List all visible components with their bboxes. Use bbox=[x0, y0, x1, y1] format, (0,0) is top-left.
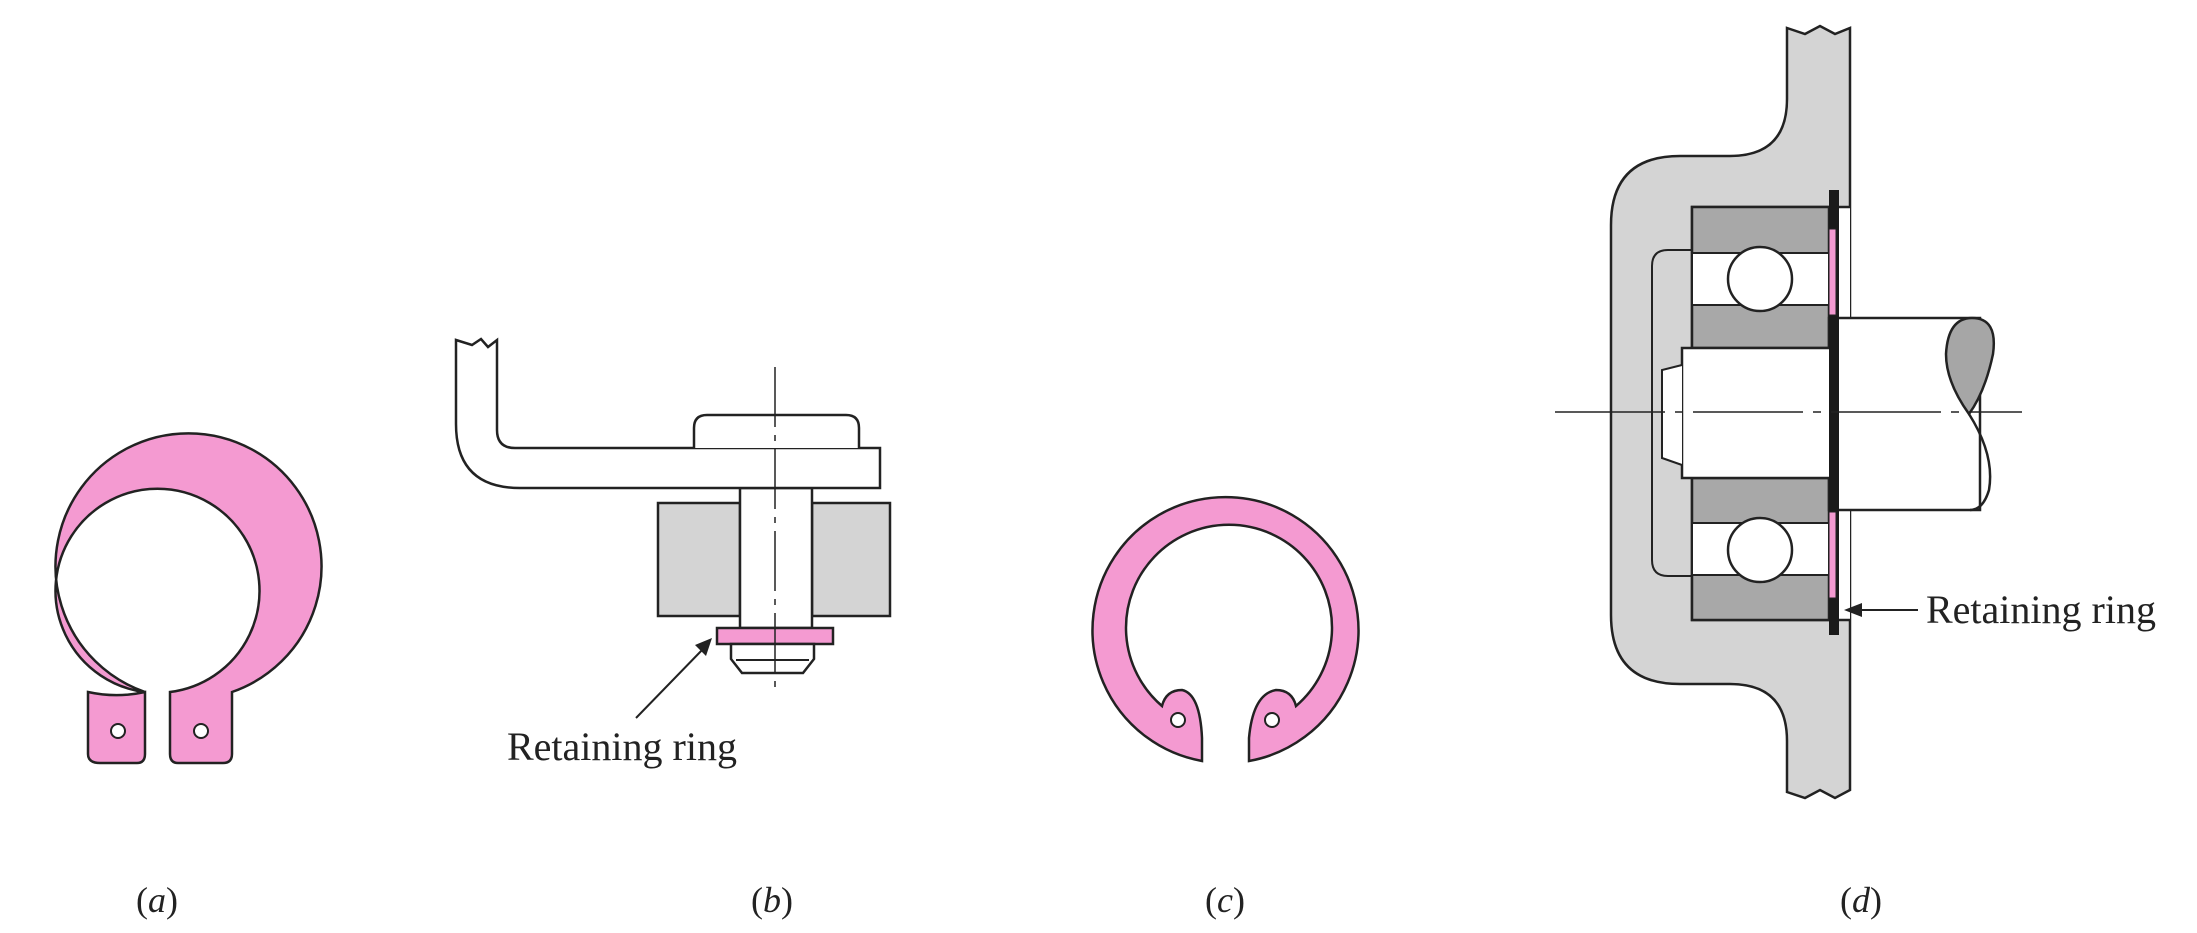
panel-a: (a) bbox=[54, 432, 323, 920]
leader-line-b bbox=[635, 647, 705, 719]
pin-head bbox=[692, 413, 861, 448]
external-retaining-ring bbox=[54, 432, 323, 765]
caption-a: (a) bbox=[136, 880, 178, 920]
pin-shank bbox=[738, 486, 814, 630]
lug-hole-right-c bbox=[1264, 712, 1280, 728]
label-retaining-ring-b: Retaining ring bbox=[507, 724, 737, 769]
lug-hole-left-c bbox=[1170, 712, 1186, 728]
label-retaining-ring-d: Retaining ring bbox=[1926, 587, 2156, 632]
retaining-ring-d-upper bbox=[1828, 228, 1837, 316]
shaft-chamfer bbox=[1661, 364, 1683, 466]
panel-b: Retaining ring (b) bbox=[454, 337, 892, 920]
ball-upper bbox=[1726, 245, 1794, 313]
retaining-ring-d-lower bbox=[1828, 511, 1837, 599]
housing-block-left bbox=[656, 501, 742, 618]
caption-d: (d) bbox=[1840, 880, 1882, 920]
arrowhead-b bbox=[695, 638, 712, 656]
arrowhead-d bbox=[1844, 603, 1862, 617]
caption-b: (b) bbox=[751, 880, 793, 920]
caption-c: (c) bbox=[1205, 880, 1245, 920]
ball-lower bbox=[1726, 516, 1794, 584]
internal-retaining-ring bbox=[1091, 495, 1360, 763]
lug-hole-left bbox=[110, 723, 126, 739]
pin-tip bbox=[729, 642, 816, 675]
shoulder-recess bbox=[1651, 249, 1692, 577]
lever-arm bbox=[454, 337, 882, 490]
lug-hole-right bbox=[193, 723, 209, 739]
panel-d: Retaining ring (d) bbox=[1555, 24, 2156, 920]
panel-c: (c) bbox=[1091, 495, 1360, 920]
housing-block-right bbox=[810, 501, 892, 618]
